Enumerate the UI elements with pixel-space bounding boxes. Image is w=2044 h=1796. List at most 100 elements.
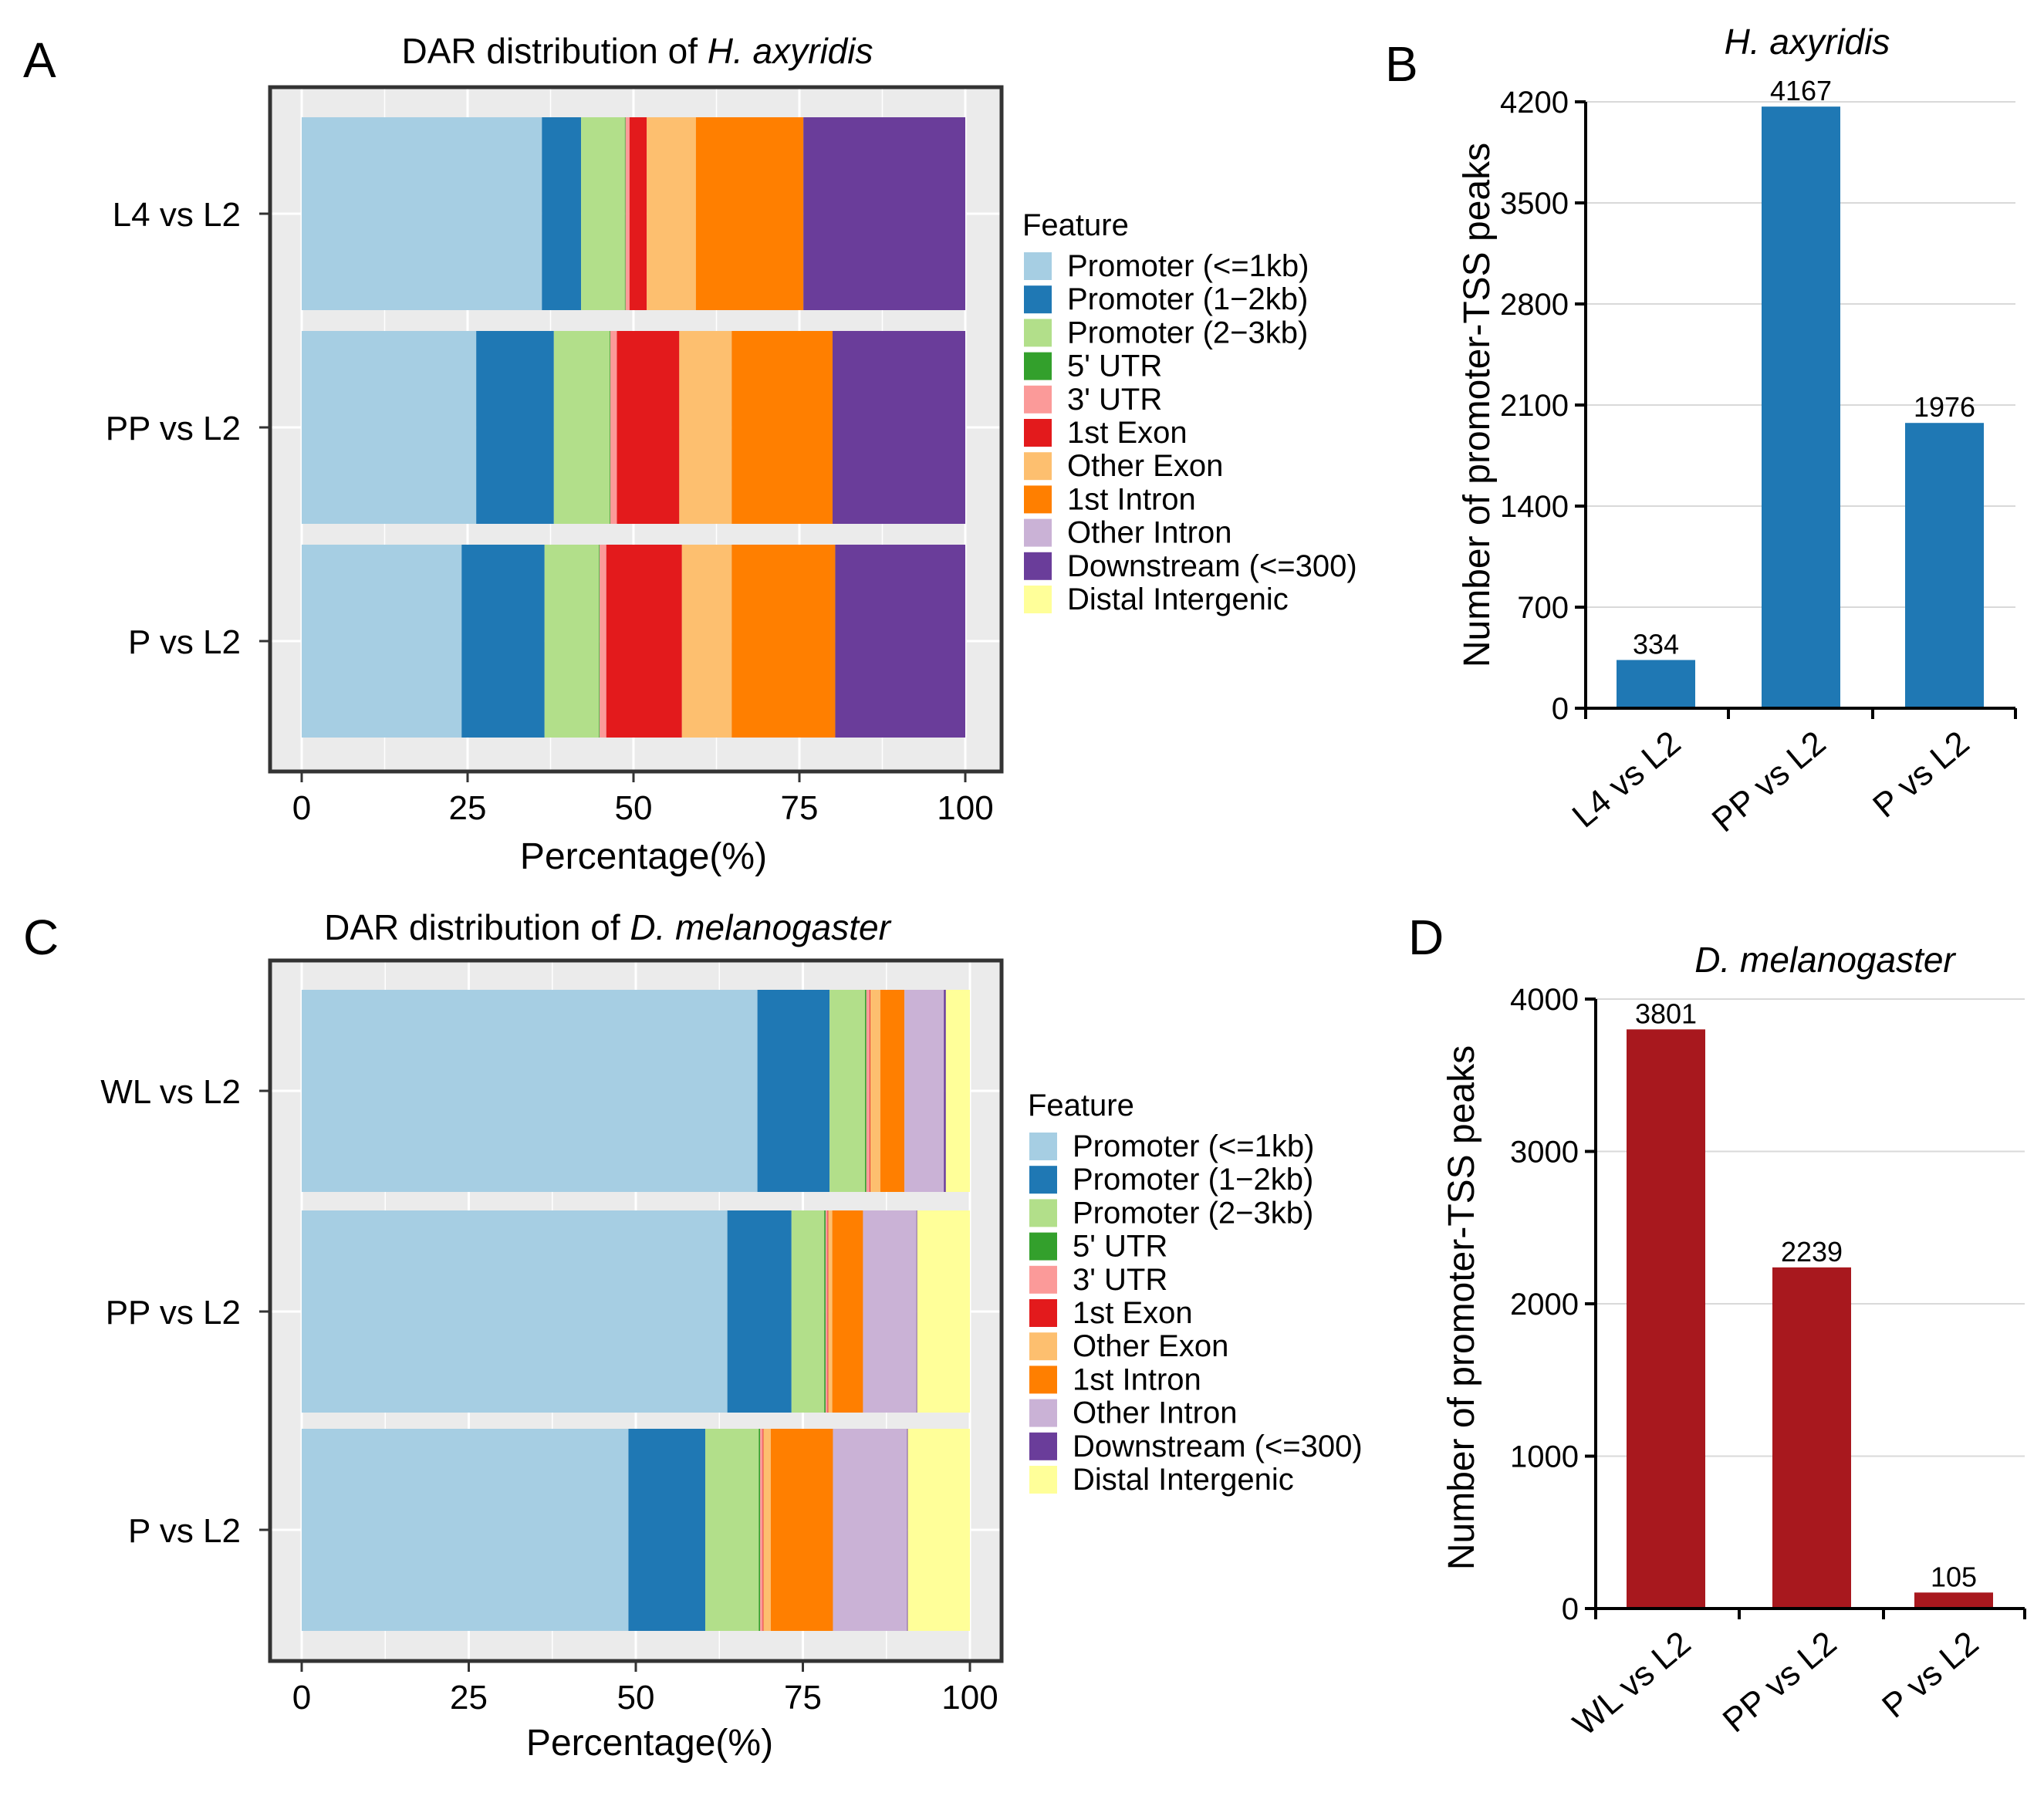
panel-a-x-axis-title: Percentage(%) [520, 836, 767, 877]
panel-letter-c: C [23, 910, 59, 965]
legend-swatch [1029, 1366, 1057, 1394]
bar-segment [880, 990, 905, 1192]
legend-swatch [1029, 1166, 1057, 1194]
bar-segment [870, 990, 880, 1192]
legend-swatch [1029, 1232, 1057, 1261]
y-tick-label: 1000 [1510, 1440, 1579, 1474]
bar-segment [599, 545, 600, 738]
bar [1617, 660, 1695, 708]
panel-d-y-axis: 0 1000 2000 3000 4000 [1510, 983, 1597, 1626]
bar-segment [302, 331, 477, 524]
legend-label: Downstream (<=300) [1073, 1430, 1363, 1463]
legend-label: Promoter (<=1kb) [1073, 1129, 1314, 1163]
bar-segment [681, 545, 732, 738]
legend-swatch [1024, 352, 1052, 380]
x-tick-label: WL vs L2 [1566, 1624, 1698, 1743]
panel-a: A DAR distribution of H. axyridis L4 vs … [23, 31, 1357, 877]
legend-label: Promoter (1−2kb) [1067, 282, 1308, 316]
x-tick-label: 0 [292, 1679, 311, 1717]
panel-c-legend: Feature Promoter (<=1kb)Promoter (1−2kb)… [1028, 1089, 1363, 1497]
legend-swatch [1024, 586, 1052, 613]
bar-segment [302, 990, 758, 1192]
legend-swatch [1024, 552, 1052, 580]
bar-segment [695, 117, 804, 310]
bar-segment [803, 117, 965, 310]
bar-segment [302, 1210, 728, 1413]
data-label: 105 [1931, 1561, 1977, 1592]
panel-letter-b: B [1385, 36, 1418, 92]
panel-a-plot-border [268, 85, 1004, 774]
legend-label: Promoter (1−2kb) [1073, 1163, 1313, 1197]
bar-segment [865, 990, 867, 1192]
legend-swatch [1024, 319, 1052, 347]
panel-c-title-prefix: DAR distribution of [324, 907, 630, 947]
legend-swatch [1024, 285, 1052, 314]
bar-segment [907, 1429, 970, 1631]
y-tick-label: P vs L2 [128, 1512, 241, 1550]
bar-segment [302, 1429, 629, 1631]
bar-segment [600, 545, 606, 738]
x-tick-label: PP vs L2 [1716, 1624, 1844, 1740]
bar-segment [945, 990, 970, 1192]
bar-segment [647, 117, 696, 310]
bar-segment [625, 117, 630, 310]
bar-segment [835, 545, 965, 738]
data-label: 1976 [1914, 391, 1975, 423]
bar-segment [907, 1429, 908, 1631]
bar-segment [828, 1210, 833, 1413]
y-tick-label: 0 [1552, 692, 1569, 726]
y-tick-label: 4200 [1500, 86, 1569, 120]
legend-swatch [1024, 419, 1052, 447]
legend-swatch [1029, 1332, 1057, 1361]
bar-segment [606, 545, 682, 738]
panel-a-x-axis: 0 25 50 75 100 [292, 771, 994, 827]
panel-c-x-axis: 0 25 50 75 100 [292, 1661, 998, 1717]
x-tick-label: P vs L2 [1866, 724, 1976, 825]
legend-label: 1st Exon [1067, 416, 1188, 450]
legend-swatch [1029, 1399, 1057, 1427]
panel-a-y-axis: L4 vs L2 PP vs L2 P vs L2 [106, 196, 270, 661]
bar-segment [679, 331, 732, 524]
x-tick-label: L4 vs L2 [1566, 724, 1688, 835]
legend-swatch [1024, 518, 1052, 547]
x-tick-label: 50 [615, 789, 653, 827]
bar-segment [617, 331, 680, 524]
bar-segment [829, 990, 866, 1192]
panel-letter-a: A [23, 32, 56, 88]
panel-b-bars [1617, 106, 1984, 708]
y-tick-label: 3000 [1510, 1136, 1579, 1170]
panel-d-bars [1627, 1029, 1993, 1609]
panel-d-data-labels: 3801 2239 105 [1635, 998, 1977, 1592]
legend-label: Other Intron [1073, 1396, 1237, 1430]
x-tick-label: P vs L2 [1875, 1624, 1985, 1725]
bar-segment [542, 117, 582, 310]
bar-segment [863, 1210, 917, 1413]
legend-swatch [1029, 1466, 1057, 1494]
bar-segment [825, 1210, 828, 1413]
panel-b-data-labels: 334 4167 1976 [1633, 75, 1975, 660]
bar-segment [904, 990, 944, 1192]
panel-b-y-axis-title: Number of promoter-TSS peaks [1457, 143, 1498, 667]
legend-label: 1st Exon [1073, 1296, 1193, 1330]
bar-segment [581, 117, 625, 310]
legend-label: Promoter (<=1kb) [1067, 249, 1309, 283]
legend-swatch [1024, 452, 1052, 481]
data-label: 2239 [1781, 1236, 1843, 1268]
y-tick-label: WL vs L2 [100, 1073, 241, 1111]
bar-segment [762, 1429, 764, 1631]
x-tick-label: 100 [941, 1679, 998, 1717]
data-label: 4167 [1770, 75, 1832, 106]
legend-label: Distal Intergenic [1073, 1463, 1294, 1497]
legend-label: 5' UTR [1073, 1230, 1167, 1264]
x-tick-label: 50 [617, 1679, 655, 1717]
bar-segment [833, 331, 965, 524]
bar-segment [628, 1429, 706, 1631]
panel-a-legend-title: Feature [1022, 208, 1129, 242]
bar [1627, 1029, 1705, 1609]
data-label: 334 [1633, 628, 1679, 660]
bar-segment [302, 545, 462, 738]
legend-label: Other Intron [1067, 516, 1231, 550]
panel-d-title: D. melanogaster [1694, 940, 1956, 980]
y-tick-label: 0 [1562, 1592, 1579, 1626]
